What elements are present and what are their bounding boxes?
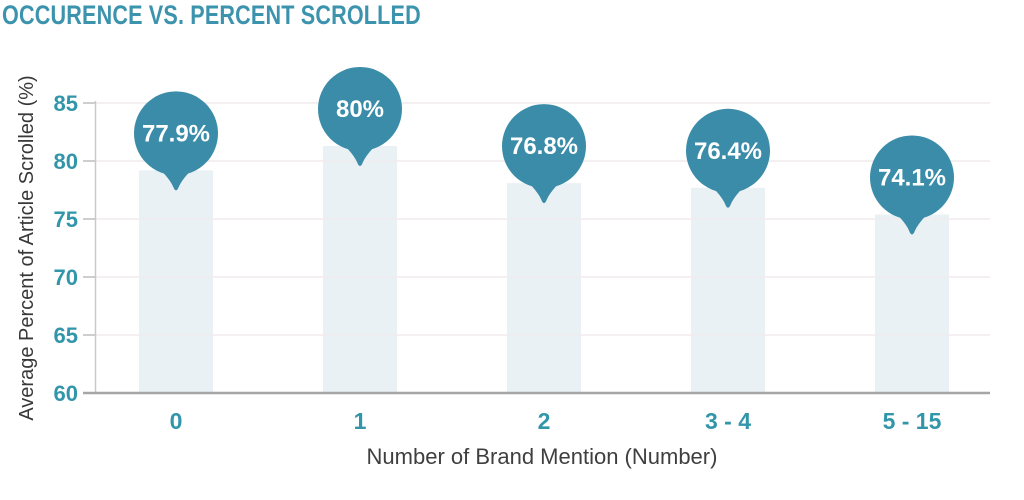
bubble-value-label: 80% xyxy=(336,96,384,123)
x-tick-label: 3 - 4 xyxy=(705,408,751,434)
x-tick-label: 0 xyxy=(170,408,183,434)
bubble-value-label: 77.9% xyxy=(142,120,210,147)
bar xyxy=(323,146,397,393)
bar xyxy=(507,183,581,393)
data-point-bubble: 76.8% xyxy=(502,104,586,204)
bubble-value-label: 76.8% xyxy=(510,133,578,160)
x-tick-label: 2 xyxy=(538,408,551,434)
bubble-circle xyxy=(686,108,770,193)
bar xyxy=(691,187,765,393)
y-tick-label: 70 xyxy=(54,265,78,290)
y-tick-label: 65 xyxy=(54,323,78,348)
data-point-bubble: 77.9% xyxy=(134,91,218,191)
bar xyxy=(875,214,949,393)
data-point-bubble: 80% xyxy=(318,67,402,166)
bubble-circle xyxy=(870,135,954,220)
x-axis-title: Number of Brand Mention (Number) xyxy=(367,444,718,469)
data-point-bubble: 74.1% xyxy=(870,135,954,235)
x-tick-label: 1 xyxy=(354,408,367,434)
y-tick-label: 75 xyxy=(54,207,78,232)
data-point-bubble: 76.4% xyxy=(686,108,770,208)
chart-title: OCCURENCE VS. PERCENT SCROLLED xyxy=(2,0,421,30)
y-tick-label: 60 xyxy=(54,381,78,406)
bubble-circle xyxy=(318,67,402,151)
bar xyxy=(139,170,213,393)
y-tick-label: 80 xyxy=(54,149,78,174)
x-tick-label: 5 - 15 xyxy=(883,408,942,434)
y-axis-title: Average Percent of Article Scrolled (%) xyxy=(16,75,38,420)
y-tick-label: 85 xyxy=(54,91,78,116)
bubble-value-label: 74.1% xyxy=(878,164,946,191)
bubble-circle xyxy=(502,104,586,189)
bubble-value-label: 76.4% xyxy=(694,138,762,165)
bubble-circle xyxy=(134,91,218,176)
